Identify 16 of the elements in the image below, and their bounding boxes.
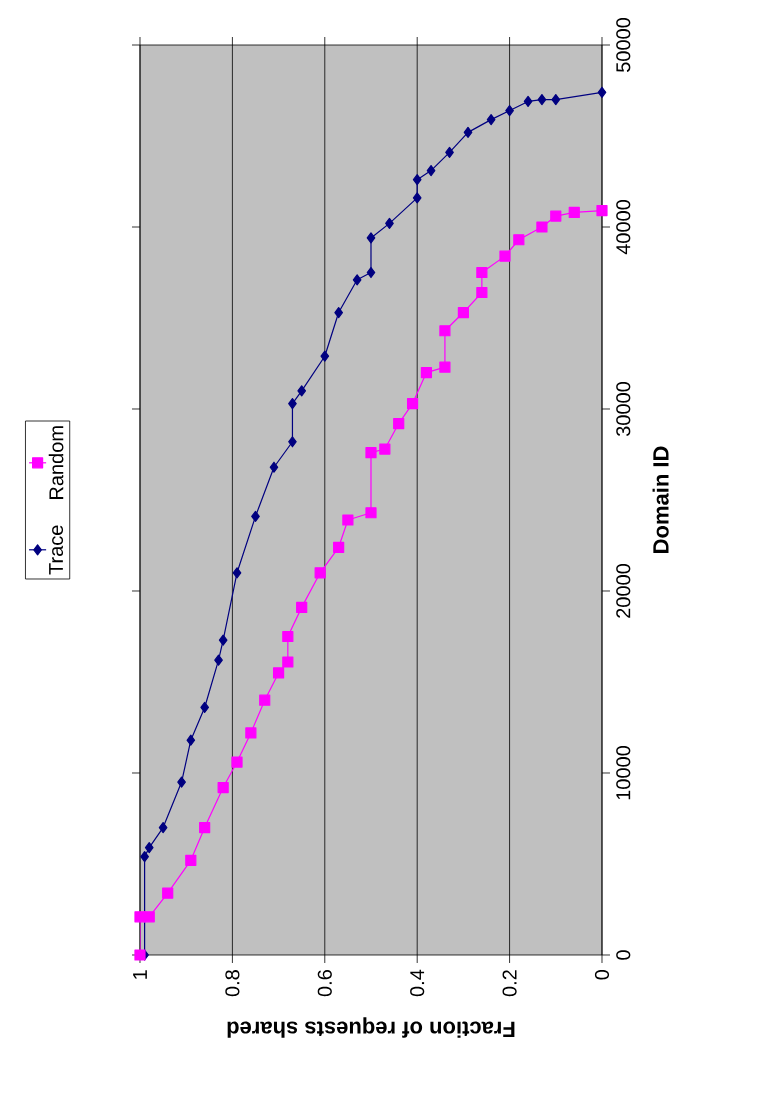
- y-tick-label: 10000: [616, 745, 631, 800]
- y-tick-label: 30000: [616, 381, 631, 437]
- x-tick-label: 0: [594, 969, 610, 980]
- y-tick-label: 40000: [616, 199, 631, 255]
- y-tick-label: 20000: [616, 563, 631, 618]
- legend-label: Trace: [49, 525, 64, 575]
- x-tick-label: 0.6: [317, 970, 332, 997]
- y-axis-title: Domain ID: [652, 446, 669, 553]
- x-tick-label: 0.4: [410, 969, 425, 997]
- x-axis-title: Fraction of requests shared: [227, 1017, 515, 1038]
- y-tick-label: 0: [616, 950, 631, 960]
- y-tick-label: 50000: [616, 17, 631, 73]
- x-tick-label: 1: [133, 970, 147, 979]
- x-tick-label: 0.8: [225, 970, 240, 997]
- legend-label: Random: [48, 426, 64, 499]
- x-tick-label: 0.2: [502, 970, 517, 997]
